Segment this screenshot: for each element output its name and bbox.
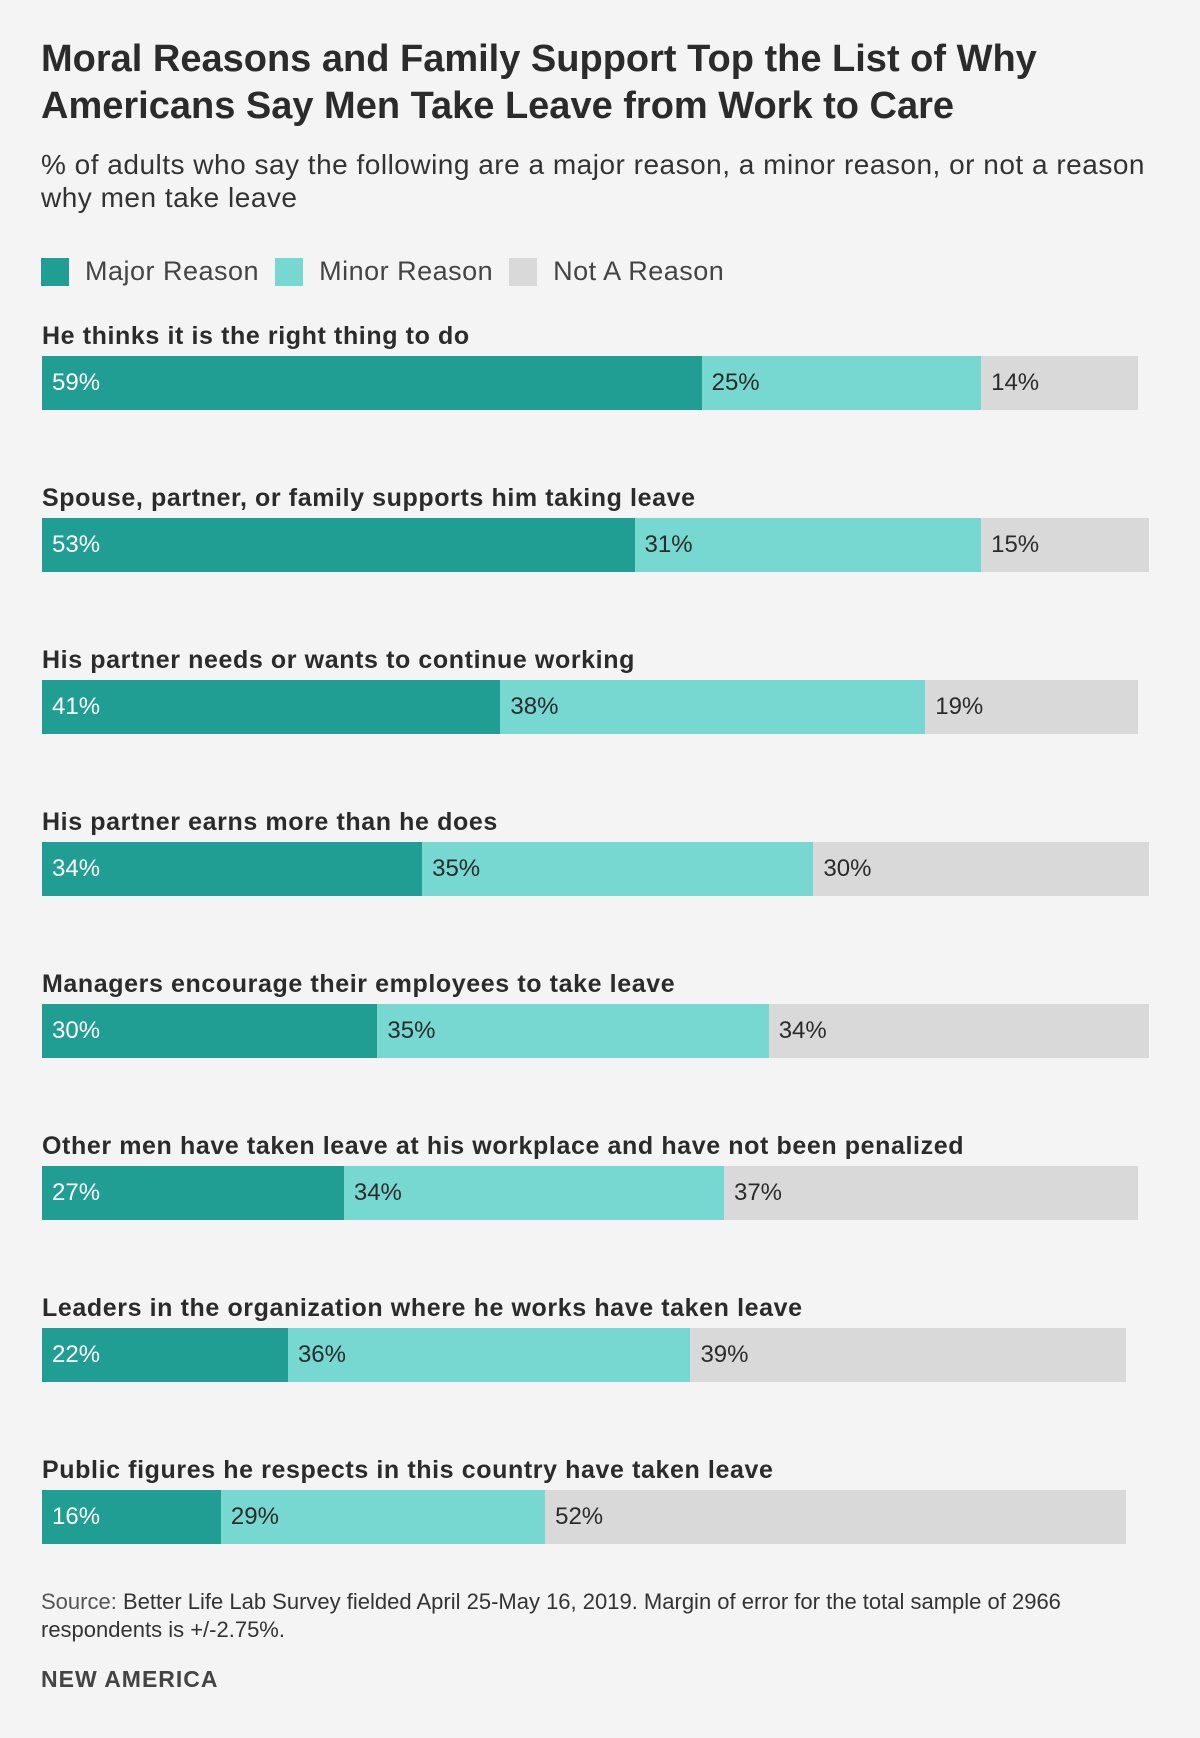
data-label-minor: 38% <box>510 693 559 720</box>
bar-segment-major <box>42 1004 378 1058</box>
bar-segment-major <box>42 518 635 572</box>
bar-segment-minor <box>343 1166 724 1220</box>
bar-segment-not <box>723 1166 1138 1220</box>
bar-segment-minor <box>634 518 982 572</box>
data-label-major: 22% <box>52 1341 101 1368</box>
bar-group: His partner needs or wants to continue w… <box>42 642 1162 734</box>
legend-swatch-not <box>509 257 538 286</box>
bar-category-label: He thinks it is the right thing to do <box>42 322 470 350</box>
legend-item-not: Not A Reason <box>509 256 724 287</box>
bar-segment-major <box>42 842 423 896</box>
bar-group: His partner earns more than he does 34% 35… <box>42 804 1162 896</box>
bar-category-label: Leaders in the organization where he wor… <box>42 1294 803 1322</box>
bar-category-label: Spouse, partner, or family supports him … <box>42 484 696 512</box>
data-label-minor: 31% <box>644 531 693 558</box>
bar-group: Leaders in the organization where he wor… <box>42 1290 1162 1382</box>
bar-group: He thinks it is the right thing to do 59%… <box>42 318 1162 410</box>
data-label-not: 39% <box>700 1341 749 1368</box>
data-label-minor: 36% <box>297 1341 346 1368</box>
data-label-minor: 35% <box>432 855 481 882</box>
bar-segment-not <box>690 1328 1127 1382</box>
legend-label-major: Major Reason <box>85 256 260 286</box>
source-text: Better Life Lab Survey fielded April 25-… <box>41 1589 1061 1642</box>
data-label-not: 34% <box>778 1017 827 1044</box>
bar-category-label: His partner earns more than he does <box>42 808 498 836</box>
bar-segment-minor <box>701 356 982 410</box>
bar-category-label: Managers encourage their employees to ta… <box>42 970 676 998</box>
data-label-minor: 35% <box>387 1017 436 1044</box>
legend-label-minor: Minor Reason <box>319 256 494 286</box>
legend: Major Reason Minor Reason Not A Reason <box>41 256 740 287</box>
data-label-not: 14% <box>991 369 1040 396</box>
legend-label-not: Not A Reason <box>553 256 725 286</box>
bar-category-label: Public figures he respects in this count… <box>42 1456 774 1484</box>
legend-swatch-major <box>41 257 69 286</box>
bar-group: Public figures he respects in this count… <box>42 1452 1162 1544</box>
bar-category-label: His partner needs or wants to continue w… <box>42 646 635 674</box>
data-label-not: 52% <box>555 1503 604 1530</box>
bar-segment-minor <box>422 842 814 896</box>
data-label-major: 53% <box>52 531 101 558</box>
data-label-major: 16% <box>52 1503 101 1530</box>
legend-item-minor: Minor Reason <box>275 256 493 287</box>
bar-group: Managers encourage their employees to ta… <box>42 966 1162 1058</box>
bar-segment-not <box>545 1490 1127 1544</box>
source-note: Source: Better Life Lab Survey fielded A… <box>41 1588 1161 1644</box>
data-label-minor: 29% <box>230 1503 279 1530</box>
bar-segment-minor <box>220 1490 546 1544</box>
bar-segment-not <box>981 356 1138 410</box>
bar-group: Spouse, partner, or family supports him … <box>42 480 1162 572</box>
legend-swatch-minor <box>275 257 304 286</box>
data-label-minor: 25% <box>711 369 760 396</box>
chart-title: Moral Reasons and Family Support Top the… <box>41 38 1037 127</box>
bar-segment-major <box>42 1166 344 1220</box>
bar-segment-not <box>925 680 1138 734</box>
data-label-major: 30% <box>52 1017 101 1044</box>
bar-segment-not <box>981 518 1149 572</box>
bar-segment-major <box>42 1490 221 1544</box>
source-prefix: Source: <box>41 1589 117 1614</box>
bar-segment-minor <box>287 1328 691 1382</box>
bar-group: Other men have taken leave at his workpl… <box>42 1128 1162 1220</box>
data-label-not: 30% <box>823 855 872 882</box>
data-label-major: 27% <box>52 1179 101 1206</box>
bar-segment-major <box>42 680 501 734</box>
data-label-major: 41% <box>52 693 101 720</box>
chart-subtitle: % of adults who say the following are a … <box>41 149 1145 213</box>
bar-segment-not <box>768 1004 1149 1058</box>
data-label-minor: 34% <box>353 1179 402 1206</box>
data-label-not: 15% <box>991 531 1040 558</box>
bar-segment-not <box>813 842 1149 896</box>
legend-item-major: Major Reason <box>41 256 259 287</box>
data-label-major: 34% <box>52 855 101 882</box>
data-label-major: 59% <box>52 369 101 396</box>
bar-segment-minor <box>377 1004 769 1058</box>
bar-segment-major <box>42 1328 288 1382</box>
data-label-not: 37% <box>733 1179 783 1206</box>
data-label-not: 19% <box>935 693 984 720</box>
bar-segment-major <box>42 356 702 410</box>
brand-logo: NEW AMERICA <box>41 1666 219 1692</box>
bar-category-label: Other men have taken leave at his workpl… <box>42 1132 965 1160</box>
bar-segment-minor <box>500 680 926 734</box>
